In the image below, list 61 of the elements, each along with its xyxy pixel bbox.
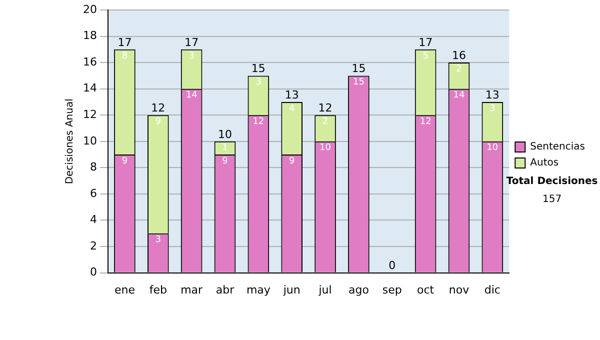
data-label: 3 [155,235,162,246]
data-label: 4 [288,104,295,114]
x-tick-label: mar [180,283,204,296]
data-label: 15 [352,78,364,88]
data-label: 9 [288,156,295,166]
data-label: 9 [122,156,128,166]
x-tick-label: feb [149,283,167,296]
total-label: 12 [151,101,166,114]
total-label: 12 [318,101,332,114]
text: 157 [542,194,562,205]
x-tick-label: sep [382,283,402,296]
total-label: 15 [251,62,266,76]
x-tick-label: nov [448,283,470,296]
y-tick-label: 12 [82,108,97,121]
data-label: 3 [490,104,496,114]
data-label: 9 [155,116,162,127]
total-label: 17 [118,36,132,49]
x-tick-label: jul [318,283,332,296]
y-tick-label: 16 [82,55,97,68]
data-label: 10 [486,143,498,154]
data-label: 3 [256,78,262,88]
x-tick-label: may [246,283,271,296]
y-tick-label: 20 [82,2,97,16]
legend-label: Sentencias [530,142,586,153]
total-label: 17 [418,36,433,49]
y-tick-label: 14 [82,82,97,95]
y-tick-label: 2 [90,239,97,252]
total-label: 16 [452,48,466,62]
data-label: 14 [453,90,465,101]
y-tick-label: 18 [82,29,97,42]
y-tick-label: 8 [90,160,97,174]
annotation: Total Decisiones [506,176,598,187]
data-label: 5 [422,51,428,62]
total-label: 10 [218,128,232,141]
x-tick-label: oct [417,283,435,296]
total-label: 13 [485,88,500,102]
x-tick-label: abr [216,283,235,296]
data-label: 2 [322,116,328,127]
data-label: 8 [122,51,128,62]
total-label: 0 [388,259,396,272]
legend-label: Autos [530,158,559,169]
data-label: 2 [456,64,462,74]
y-tick-label: 0 [90,266,97,279]
total-label: 13 [284,88,299,102]
y-axis-title: Decisiones Anual [64,98,76,184]
x-tick-label: ago [348,283,370,296]
y-tick-label: 10 [82,134,97,148]
total-label: 17 [184,36,199,49]
data-label: 12 [420,116,432,127]
total-label: 15 [352,62,366,76]
x-tick-label: ene [114,283,136,296]
y-tick-label: 4 [90,213,97,226]
data-label: 9 [222,156,228,166]
data-label: 12 [252,116,264,127]
data-label: 3 [188,51,194,62]
y-tick-label: 6 [90,186,97,200]
x-tick-label: dic [484,283,500,296]
data-label: 10 [320,143,332,154]
data-label: 14 [186,90,198,101]
x-tick-label: jun [282,283,300,296]
data-label: 1 [222,143,228,154]
